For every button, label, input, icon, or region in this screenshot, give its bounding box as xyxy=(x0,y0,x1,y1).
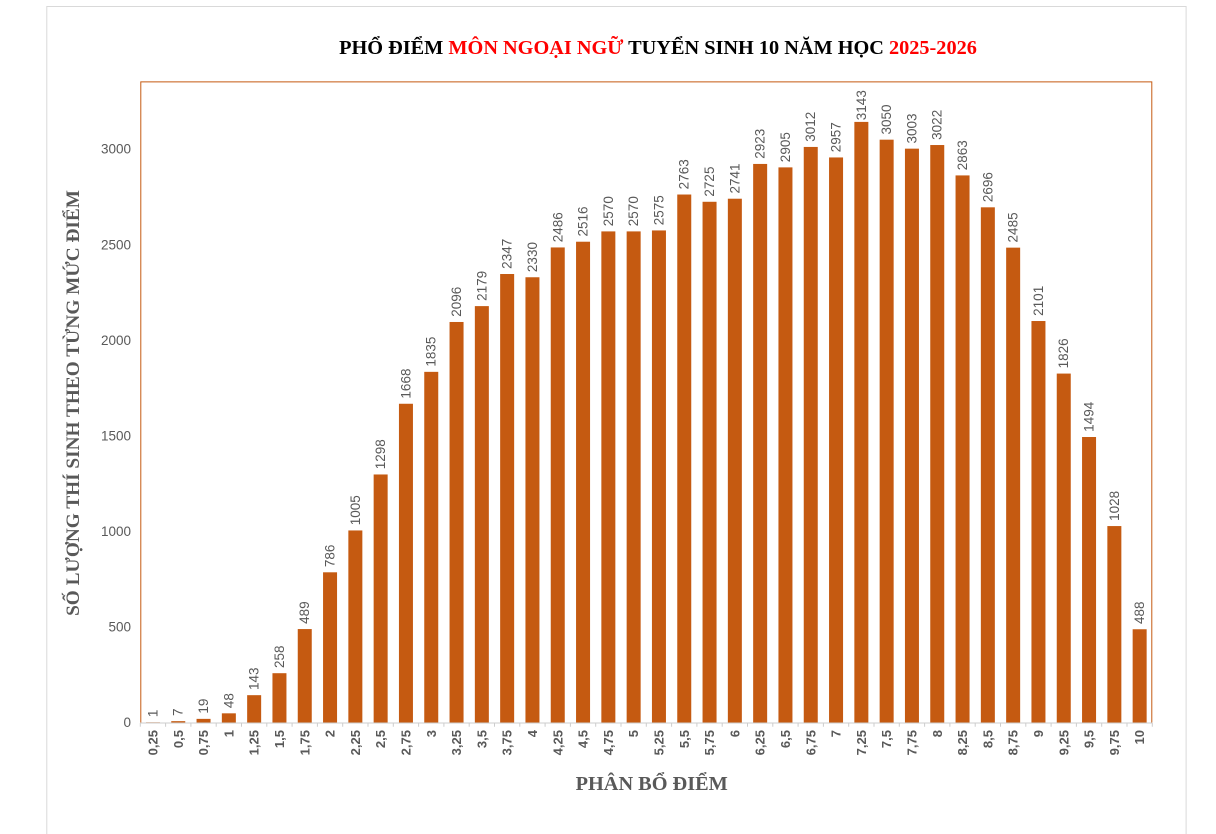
svg-text:1835: 1835 xyxy=(424,337,439,367)
svg-text:489: 489 xyxy=(297,601,312,624)
svg-text:2: 2 xyxy=(323,730,338,737)
svg-text:1,75: 1,75 xyxy=(297,730,312,755)
svg-text:1005: 1005 xyxy=(348,495,363,525)
svg-text:6,25: 6,25 xyxy=(753,730,768,755)
svg-text:7,75: 7,75 xyxy=(904,730,919,755)
svg-text:0,25: 0,25 xyxy=(145,730,160,755)
svg-text:2330: 2330 xyxy=(525,242,540,272)
svg-text:6,5: 6,5 xyxy=(778,730,793,748)
svg-text:PHÂN BỔ ĐIỂM: PHÂN BỔ ĐIỂM xyxy=(576,771,728,795)
svg-text:2957: 2957 xyxy=(829,122,844,152)
svg-text:488: 488 xyxy=(1132,602,1147,625)
svg-text:7: 7 xyxy=(829,730,844,737)
svg-text:2725: 2725 xyxy=(702,167,717,197)
svg-text:258: 258 xyxy=(272,645,287,668)
svg-text:3: 3 xyxy=(424,730,439,737)
svg-text:7: 7 xyxy=(171,708,186,716)
svg-text:1826: 1826 xyxy=(1056,338,1071,368)
svg-text:1298: 1298 xyxy=(373,439,388,469)
svg-text:4,5: 4,5 xyxy=(576,730,591,748)
svg-text:1668: 1668 xyxy=(398,369,413,399)
svg-text:6: 6 xyxy=(727,730,742,737)
svg-text:2516: 2516 xyxy=(576,206,591,236)
svg-text:5,75: 5,75 xyxy=(702,730,717,755)
svg-text:1,25: 1,25 xyxy=(247,730,262,755)
svg-text:3143: 3143 xyxy=(854,90,869,120)
svg-text:2486: 2486 xyxy=(550,212,565,242)
svg-text:2000: 2000 xyxy=(101,333,131,348)
svg-text:9,5: 9,5 xyxy=(1082,730,1097,748)
svg-text:1494: 1494 xyxy=(1082,401,1097,432)
svg-text:143: 143 xyxy=(247,667,262,690)
svg-text:2570: 2570 xyxy=(601,196,616,226)
svg-text:SỐ LƯỢNG THÍ SINH THEO TỪNG MỨ: SỐ LƯỢNG THÍ SINH THEO TỪNG MỨC ĐIỂM xyxy=(62,190,84,616)
svg-text:3050: 3050 xyxy=(879,104,894,134)
svg-text:3000: 3000 xyxy=(101,142,131,157)
svg-text:1500: 1500 xyxy=(101,428,131,443)
svg-text:3,75: 3,75 xyxy=(500,730,515,755)
svg-text:2,5: 2,5 xyxy=(373,730,388,748)
svg-text:10: 10 xyxy=(1132,730,1147,744)
svg-text:2485: 2485 xyxy=(1006,212,1021,242)
svg-text:2923: 2923 xyxy=(753,129,768,159)
svg-text:5,25: 5,25 xyxy=(651,730,666,755)
svg-text:9: 9 xyxy=(1031,730,1046,737)
svg-text:3,5: 3,5 xyxy=(474,730,489,748)
svg-text:9,25: 9,25 xyxy=(1056,730,1071,755)
svg-text:2905: 2905 xyxy=(778,132,793,162)
svg-text:2863: 2863 xyxy=(955,140,970,170)
svg-text:786: 786 xyxy=(323,545,338,568)
svg-text:5: 5 xyxy=(626,730,641,737)
svg-text:3012: 3012 xyxy=(803,112,818,142)
svg-text:1000: 1000 xyxy=(101,524,131,539)
svg-text:4,75: 4,75 xyxy=(601,730,616,755)
svg-text:1: 1 xyxy=(221,730,236,737)
svg-text:0,5: 0,5 xyxy=(171,730,186,748)
svg-text:2763: 2763 xyxy=(677,159,692,189)
svg-text:PHỔ ĐIỂM MÔN NGOẠI NGỮ TUYỂN S: PHỔ ĐIỂM MÔN NGOẠI NGỮ TUYỂN SINH 10 NĂM… xyxy=(339,35,977,59)
svg-text:48: 48 xyxy=(221,693,236,708)
svg-text:3003: 3003 xyxy=(904,113,919,143)
svg-text:2,25: 2,25 xyxy=(348,730,363,755)
svg-text:3,25: 3,25 xyxy=(449,730,464,755)
svg-text:2096: 2096 xyxy=(449,287,464,317)
svg-text:2,75: 2,75 xyxy=(398,730,413,755)
svg-text:2575: 2575 xyxy=(651,195,666,225)
svg-text:4: 4 xyxy=(525,729,540,737)
svg-text:2347: 2347 xyxy=(500,239,515,269)
svg-text:3022: 3022 xyxy=(930,110,945,140)
svg-text:5,5: 5,5 xyxy=(677,730,692,748)
svg-text:1,5: 1,5 xyxy=(272,730,287,748)
svg-text:2101: 2101 xyxy=(1031,286,1046,316)
svg-text:9,75: 9,75 xyxy=(1107,730,1122,755)
svg-text:2179: 2179 xyxy=(474,271,489,301)
svg-text:2741: 2741 xyxy=(727,163,742,193)
svg-text:4,25: 4,25 xyxy=(550,730,565,755)
svg-text:8,5: 8,5 xyxy=(980,730,995,748)
svg-text:8,75: 8,75 xyxy=(1006,730,1021,755)
svg-text:2500: 2500 xyxy=(101,237,131,252)
svg-text:7,25: 7,25 xyxy=(854,730,869,755)
svg-text:19: 19 xyxy=(196,699,211,714)
svg-text:7,5: 7,5 xyxy=(879,730,894,748)
svg-text:8: 8 xyxy=(930,730,945,737)
svg-text:500: 500 xyxy=(108,619,131,634)
svg-text:1028: 1028 xyxy=(1107,491,1122,521)
svg-text:0: 0 xyxy=(123,715,131,730)
svg-text:6,75: 6,75 xyxy=(803,730,818,755)
svg-text:1: 1 xyxy=(145,710,160,718)
svg-text:8,25: 8,25 xyxy=(955,730,970,755)
svg-text:0,75: 0,75 xyxy=(196,730,211,755)
svg-text:2570: 2570 xyxy=(626,196,641,226)
svg-text:2696: 2696 xyxy=(980,172,995,202)
